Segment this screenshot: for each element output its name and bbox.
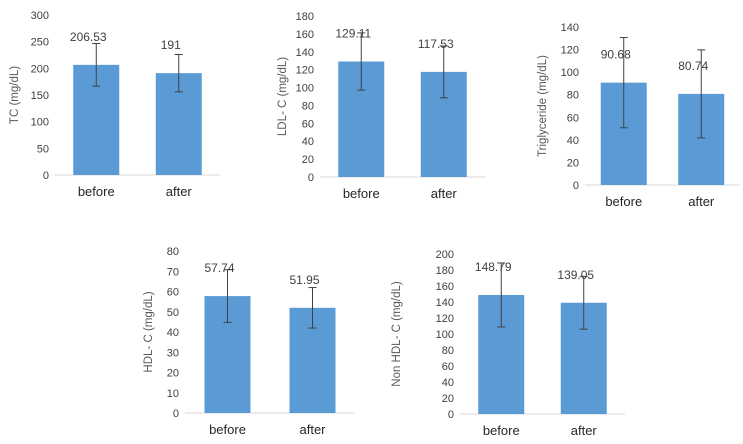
- y-tick-label: 140: [436, 297, 454, 309]
- chart-panel-5: 0 20 40 60 80 100 120 140 160 180 200 Non HDL- C (m…: [391, 249, 625, 438]
- y-tick-label: 100: [296, 83, 314, 95]
- y-tick-label: 140: [561, 22, 579, 34]
- y-tick-label: 0: [448, 409, 454, 421]
- y-tick-label: 150: [31, 90, 49, 102]
- category-label: after: [299, 422, 326, 437]
- y-tick-label: 80: [302, 100, 314, 112]
- category-label: after: [431, 186, 458, 201]
- y-tick-label: 180: [296, 11, 314, 23]
- data-label: 117.53: [418, 37, 454, 51]
- y-tick-label: 50: [167, 307, 179, 319]
- y-tick-label: 20: [442, 393, 454, 405]
- y-tick-label: 60: [567, 112, 579, 124]
- y-tick-label: 0: [573, 180, 579, 192]
- category-label: before: [483, 423, 520, 438]
- y-tick-label: 200: [31, 63, 49, 75]
- y-tick-label: 60: [302, 118, 314, 130]
- y-tick-label: 0: [173, 408, 179, 420]
- y-tick-label: 20: [302, 154, 314, 166]
- data-label: 139.05: [557, 268, 594, 282]
- data-label: 148.79: [475, 260, 512, 274]
- y-tick-label: 100: [561, 67, 579, 79]
- y-tick-label: 20: [567, 157, 579, 169]
- data-label: 129.11: [335, 27, 371, 41]
- y-tick-label: 0: [308, 172, 314, 184]
- category-label: after: [571, 423, 598, 438]
- y-tick-label: 180: [436, 265, 454, 277]
- y-tick-label: 160: [436, 281, 454, 293]
- y-tick-label: 30: [167, 347, 179, 359]
- y-tick-label: 40: [442, 377, 454, 389]
- y-tick-label: 80: [567, 90, 579, 102]
- y-tick-label: 120: [561, 45, 579, 57]
- category-label: after: [166, 184, 193, 199]
- y-axis-label: TC (mg/dL): [9, 66, 21, 124]
- y-tick-label: 60: [167, 287, 179, 299]
- data-label: 51.95: [289, 273, 319, 287]
- data-label: 57.74: [204, 261, 234, 275]
- y-tick-label: 40: [302, 136, 314, 148]
- y-tick-label: 70: [167, 266, 179, 278]
- data-label: 206.53: [70, 30, 107, 44]
- y-axis-label: HDL- C (mg/dL): [143, 291, 155, 372]
- y-tick-label: 140: [296, 47, 314, 59]
- y-tick-label: 50: [37, 143, 49, 155]
- y-tick-label: 10: [167, 388, 179, 400]
- data-label: 80.74: [678, 59, 708, 73]
- y-axis-label: LDL- C (mg/dL): [277, 57, 289, 136]
- chart-panel-3: 0 20 40 60 80 100 120 140 Triglyceride (mg/dL) 90…: [537, 22, 740, 209]
- y-tick-label: 20: [167, 368, 179, 380]
- y-tick-label: 40: [167, 327, 179, 339]
- category-label: before: [78, 184, 115, 199]
- y-tick-label: 250: [31, 37, 49, 49]
- category-label: after: [688, 194, 715, 209]
- y-tick-label: 120: [436, 313, 454, 325]
- data-label: 191: [161, 38, 181, 52]
- chart-panel-1: 0 50 100 150 200 250 300 TC (mg/dL) 206.53 before…: [9, 10, 220, 199]
- y-tick-label: 300: [31, 10, 49, 22]
- category-label: before: [343, 186, 380, 201]
- y-tick-label: 100: [31, 117, 49, 129]
- y-tick-label: 60: [442, 361, 454, 373]
- y-tick-label: 80: [167, 246, 179, 258]
- y-tick-label: 120: [296, 65, 314, 77]
- category-label: before: [209, 422, 246, 437]
- y-axis-label: Triglyceride (mg/dL): [537, 55, 549, 157]
- y-tick-label: 0: [43, 170, 49, 182]
- y-tick-label: 100: [436, 329, 454, 341]
- y-tick-label: 160: [296, 29, 314, 41]
- y-tick-label: 40: [567, 135, 579, 147]
- y-axis-label: Non HDL- C (mg/dL): [391, 281, 403, 387]
- y-tick-label: 200: [436, 249, 454, 261]
- chart-panel-2: 0 20 40 60 80 100 120 140 160 180 LDL- C (mg/dL) 12…: [277, 11, 485, 201]
- chart-panel-4: 0 10 20 30 40 50 60 70 80 HDL- C (mg/dL) 57.74 befo…: [143, 246, 355, 437]
- y-tick-label: 80: [442, 345, 454, 357]
- data-label: 90.68: [601, 48, 631, 62]
- category-label: before: [605, 194, 642, 209]
